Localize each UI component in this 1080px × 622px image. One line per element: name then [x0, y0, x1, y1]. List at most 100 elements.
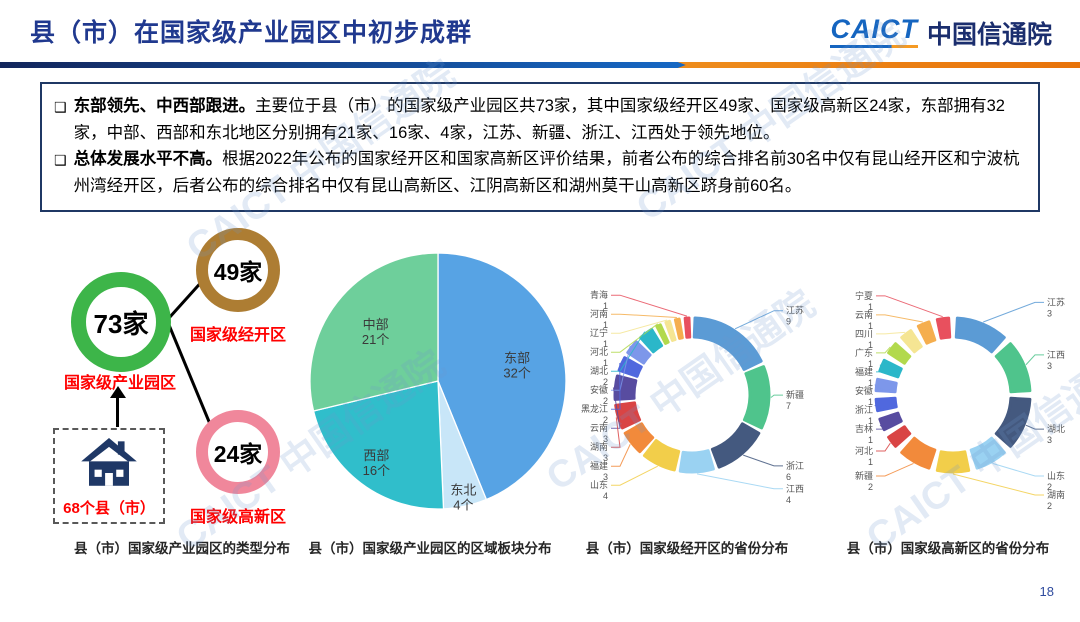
donut-segment-浙江 — [710, 422, 761, 469]
donut-label-新疆: 新疆 2 — [855, 470, 873, 492]
gaoxinqu-province-donut-chart: 江苏 3 江西 3 湖北 3 山东 2湖南 2 宁夏 1云南 1四川 1广东 1福建 1安徽 1浙江 1吉林 1河… — [855, 290, 1065, 511]
donut-segment-安徽 — [626, 340, 652, 365]
label-leader-line — [611, 319, 668, 334]
up-arrow-icon — [110, 386, 126, 398]
donut-segment-云南 — [916, 320, 937, 345]
donut-label-河北: 河北 1 — [590, 346, 608, 368]
county-source-box: 68个县（市） — [53, 428, 165, 524]
donut-label-湖北: 湖北 2 — [590, 366, 608, 387]
jingkaiqu-label: 国家级经开区 — [189, 327, 287, 344]
donut-label-辽宁: 辽宁 1 — [590, 327, 608, 349]
donut-segment-浙江 — [874, 396, 898, 413]
total-parks-circle: 73家 — [71, 272, 171, 372]
donut-label-湖北: 湖北 3 — [1047, 424, 1065, 445]
donut-segment-河北 — [887, 425, 912, 448]
donut-segment-江西 — [994, 342, 1032, 394]
label-leader-line — [876, 462, 914, 477]
summary-bullet-2-lead: 总体发展水平不高。 — [73, 150, 223, 169]
house-icon — [81, 438, 137, 486]
caption-gaoxinqu-province: 县（市）国家级高新区的省份分布 — [846, 541, 1050, 556]
label-leader-line — [743, 454, 783, 467]
label-leader-line — [1025, 354, 1044, 366]
donut-label-江西: 江西 4 — [786, 484, 804, 505]
label-leader-line — [876, 424, 887, 430]
pie-label: 东部 32个 — [503, 350, 530, 380]
square-bullet-icon: ❑ — [54, 99, 67, 115]
label-leader-line — [876, 346, 891, 354]
donut-segment-湖北 — [994, 396, 1032, 448]
caict-logo-underline — [830, 45, 918, 48]
label-leader-line — [876, 314, 923, 323]
donut-label-云南: 云南 1 — [855, 309, 873, 331]
donut-label-河南: 河南 1 — [590, 308, 608, 330]
summary-bullet-2-body: 根据2022年公布的国家经开区和国家高新区评价结果，前者公布的综合排名前30名中… — [73, 150, 1020, 196]
donut-segment-福建 — [878, 358, 903, 379]
donut-segment-新疆 — [742, 365, 771, 430]
donut-segment-江西 — [678, 449, 715, 474]
donut-segment-山东 — [642, 439, 681, 472]
caict-logo: CAICT 中国信通院 — [830, 16, 1052, 48]
label-leader-line — [952, 473, 1044, 496]
up-arrow-stem — [116, 396, 119, 427]
donut-segment-宁夏 — [935, 316, 952, 340]
summary-bullet-2: ❑ 总体发展水平不高。根据2022年公布的国家经开区和国家高新区评价结果，前者公… — [54, 146, 1024, 199]
label-leader-line — [611, 387, 621, 429]
donut-label-浙江: 浙江 1 — [855, 404, 873, 426]
donut-segment-江苏 — [954, 316, 1006, 354]
summary-box: ❑ 东部领先、中西部跟进。主要位于县（市）的国家级产业园区共73家，其中国家级经… — [40, 82, 1040, 212]
donut-segment-湖南 — [614, 401, 642, 430]
donut-label-福建: 福建 1 — [855, 366, 873, 388]
label-leader-line — [696, 473, 783, 490]
donut-segment-新疆 — [900, 436, 937, 470]
donut-segment-福建 — [623, 422, 655, 454]
pie-slice-中部 — [309, 252, 439, 412]
donut-segment-四川 — [900, 329, 923, 354]
donut-label-江苏: 江苏 9 — [786, 305, 804, 327]
caict-logo-chinese: 中国信通院 — [926, 21, 1052, 49]
total-parks-label: 国家级产业园区 — [63, 375, 177, 392]
donut-segment-湖北 — [639, 327, 664, 354]
caption-jingkaiqu-province: 县（市）国家级经开区的省份分布 — [585, 541, 789, 556]
donut-label-青海: 青海 1 — [590, 289, 608, 311]
donut-segment-辽宁 — [664, 319, 677, 342]
pie-slice-西部 — [312, 380, 445, 510]
label-leader-line — [1025, 424, 1044, 430]
donut-label-河北: 河北 1 — [855, 445, 873, 467]
donut-label-宁夏: 宁夏 1 — [855, 290, 873, 312]
pie-label: 东北 4个 — [450, 482, 476, 512]
caption-region-distribution: 县（市）国家级产业园区的区域板块分布 — [308, 541, 552, 556]
header-divider-blue — [0, 62, 686, 68]
caption-type-distribution: 县（市）国家级产业园区的类型分布 — [74, 541, 290, 556]
gaoxinqu-circle: 24家 — [196, 410, 280, 494]
donut-segment-河南 — [673, 317, 684, 340]
donut-label-广东: 广东 1 — [855, 347, 873, 369]
gaoxinqu-label: 国家级高新区 — [189, 509, 287, 526]
page-title: 县（市）在国家级产业园区中初步成群 — [30, 19, 473, 47]
donut-label-吉林: 吉林 1 — [855, 423, 873, 445]
label-leader-line — [876, 364, 886, 373]
donut-label-江苏: 江苏 3 — [1047, 296, 1065, 318]
donut-label-安徽: 安徽 2 — [590, 384, 608, 406]
label-leader-line — [611, 363, 621, 410]
donut-segment-江苏 — [692, 316, 763, 371]
label-leader-line — [874, 384, 887, 392]
label-leader-line — [770, 394, 783, 398]
label-leader-line — [876, 295, 943, 318]
square-bullet-icon: ❑ — [54, 152, 67, 169]
donut-segment-湖南 — [935, 450, 971, 474]
donut-label-浙江: 浙江 6 — [786, 460, 804, 482]
header-divider — [0, 62, 1080, 68]
type-distribution-diagram: 73家 49家 24家 国家级产业园区 国家级经开区 国家级高新区 68个县（市… — [40, 228, 312, 540]
label-leader-line — [611, 323, 659, 353]
label-leader-line — [611, 465, 658, 486]
summary-bullet-1: ❑ 东部领先、中西部跟进。主要位于县（市）的国家级产业园区共73家，其中国家级经… — [54, 93, 1024, 146]
label-leader-line — [992, 462, 1044, 477]
donut-segment-青海 — [683, 316, 692, 339]
donut-label-湖南: 湖南 2 — [1047, 489, 1065, 511]
summary-bullet-1-lead: 东部领先、中西部跟进。 — [73, 97, 256, 115]
label-leader-line — [876, 331, 905, 335]
summary-bullet-2-text: 总体发展水平不高。根据2022年公布的国家经开区和国家高新区评价结果，前者公布的… — [74, 146, 1024, 199]
label-leader-line — [876, 442, 891, 452]
donut-segment-河北 — [655, 323, 670, 345]
